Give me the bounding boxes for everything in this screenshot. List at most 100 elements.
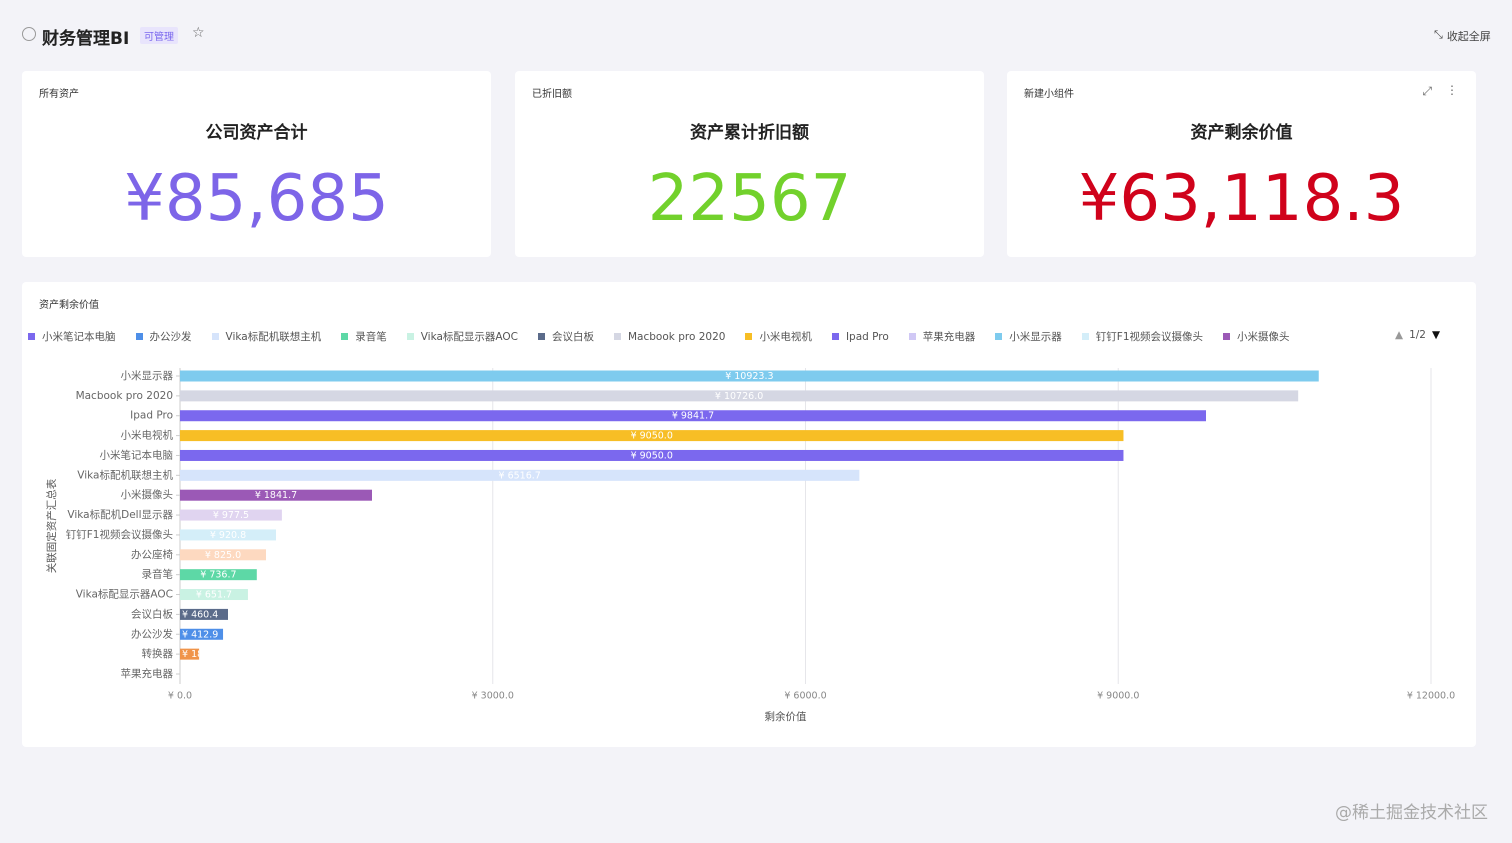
y-tick-label: 小米显示器 <box>121 369 174 382</box>
x-tick-label: ¥ 3000.0 <box>472 691 514 702</box>
star-icon[interactable]: ☆ <box>192 25 205 41</box>
legend-item[interactable]: Macbook pro 2020 <box>614 329 725 344</box>
card-title: 公司资产合计 <box>205 123 308 143</box>
y-tick-label: Ipad Pro <box>130 410 173 422</box>
legend-swatch <box>908 333 916 340</box>
data-label: ¥ 183.3 <box>182 649 218 660</box>
legend-label: 小米电视机 <box>759 331 812 343</box>
legend-label: Vika标配机联想主机 <box>225 331 322 343</box>
y-axis-label: 关联固定资产汇总表 <box>45 478 58 573</box>
legend-item[interactable]: 小米摄像头 <box>1223 329 1290 344</box>
data-label: ¥ 736.7 <box>200 570 236 581</box>
legend-item[interactable]: 小米笔记本电脑 <box>28 329 116 344</box>
more-icon[interactable]: ⋮ <box>1446 83 1458 97</box>
legend-swatch <box>538 333 545 340</box>
card-label: 已折旧额 <box>532 89 572 100</box>
y-tick-label: Vika标配机联想主机 <box>77 468 173 481</box>
page-title: 财务管理BI <box>42 29 130 49</box>
data-label: ¥ 920.8 <box>210 530 246 541</box>
data-label: ¥ 6516.7 <box>499 470 541 481</box>
y-tick-label: 苹果充电器 <box>121 667 174 680</box>
x-tick-label: ¥ 0.0 <box>168 691 192 702</box>
bar <box>180 430 1124 442</box>
card-value: ¥85,685 <box>124 162 389 236</box>
data-label: ¥ 9050.0 <box>631 431 673 442</box>
legend-item[interactable]: 录音笔 <box>341 329 387 344</box>
legend-item[interactable]: 小米电视机 <box>745 329 812 344</box>
legend-label: 小米笔记本电脑 <box>42 331 116 343</box>
bar <box>180 410 1206 422</box>
watermark: @稀土掘金技术社区 <box>1335 803 1488 823</box>
data-label: ¥ 412.9 <box>182 629 218 640</box>
page-indicator: 1/2 <box>1409 329 1426 341</box>
bar <box>180 628 224 640</box>
expand-icon[interactable]: ⤢ <box>1422 84 1432 98</box>
card-label: 所有资产 <box>39 89 79 100</box>
bar <box>180 569 257 581</box>
bar <box>180 489 372 501</box>
y-tick-label: 钉钉F1视频会议摄像头 <box>66 528 173 541</box>
data-label: ¥ 10923.3 <box>725 371 773 382</box>
y-tick-label: 录音笔 <box>142 568 174 581</box>
legend-swatch <box>28 333 35 340</box>
collapse-button[interactable]: ⤡ 收起全屏 <box>1434 28 1491 44</box>
legend-swatch <box>831 333 839 340</box>
kpi-card: 新建小组件 资产剩余价值 ¥63,118.3 ⤢ ⋮ <box>1007 71 1476 257</box>
legend-item[interactable]: Vika标配显示器AOC <box>406 329 518 344</box>
legend-label: 录音笔 <box>355 331 387 343</box>
y-tick-label: 小米电视机 <box>121 429 174 442</box>
legend-item[interactable]: 办公沙发 <box>135 329 192 344</box>
y-tick-label: 小米摄像头 <box>121 488 174 501</box>
bar <box>180 370 1319 382</box>
next-page[interactable]: ▼ <box>1431 329 1441 341</box>
bar <box>180 509 282 521</box>
prev-page[interactable]: ▲ <box>1395 329 1404 341</box>
y-tick-label: 转换器 <box>142 647 174 660</box>
y-tick-label: 小米笔记本电脑 <box>100 448 174 461</box>
legend-item[interactable]: 小米显示器 <box>995 329 1062 344</box>
legend-swatch <box>341 333 349 340</box>
y-tick-label: Vika标配机Dell显示器 <box>67 508 173 521</box>
legend-label: 小米摄像头 <box>1237 331 1290 343</box>
legend-label: 办公沙发 <box>149 331 192 343</box>
kpi-card: 所有资产 公司资产合计 ¥85,685 <box>22 71 491 257</box>
kpi-card: 已折旧额 资产累计折旧额 22567 <box>515 71 984 257</box>
tag[interactable]: 可管理 <box>140 27 178 44</box>
y-tick-label: 办公沙发 <box>131 627 173 640</box>
button-label: 收起全屏 <box>1446 30 1491 43</box>
bar <box>180 449 1124 461</box>
legend-item[interactable]: 苹果充电器 <box>908 329 975 344</box>
legend-item[interactable]: 会议白板 <box>538 329 594 344</box>
card-title: 资产累计折旧额 <box>690 123 809 143</box>
card-label: 新建小组件 <box>1024 89 1074 100</box>
bar <box>180 469 860 481</box>
data-label: ¥ 10726.0 <box>715 391 763 402</box>
y-tick-label: 办公座椅 <box>131 548 173 561</box>
legend-label: Vika标配显示器AOC <box>420 331 518 343</box>
x-tick-label: ¥ 9000.0 <box>1097 691 1139 702</box>
data-label: ¥ 9050.0 <box>631 450 673 461</box>
bar <box>180 390 1299 402</box>
legend-swatch <box>1081 333 1089 340</box>
legend-item[interactable]: Ipad Pro <box>831 329 889 344</box>
legend-item[interactable]: 钉钉F1视频会议摄像头 <box>1081 329 1203 344</box>
legend-label: Ipad Pro <box>845 330 889 343</box>
card-value: 22567 <box>647 162 852 236</box>
legend-label: 会议白板 <box>552 331 594 343</box>
x-axis-label: 剩余价值 <box>765 710 807 723</box>
bar <box>180 529 276 541</box>
x-tick-label: ¥ 6000.0 <box>784 691 826 702</box>
legend-item[interactable]: Vika标配机联想主机 <box>211 329 322 344</box>
bar <box>180 648 200 660</box>
data-label: ¥ 651.7 <box>196 590 232 601</box>
legend-swatch <box>406 333 414 340</box>
data-label: ¥ 825.0 <box>205 550 241 561</box>
title-icon <box>22 27 36 41</box>
legend-swatch <box>135 333 143 340</box>
card-value: ¥63,118.3 <box>1078 162 1405 236</box>
legend-swatch <box>211 333 219 340</box>
x-tick-label: ¥ 12000.0 <box>1407 691 1455 702</box>
chart-title: 资产剩余价值 <box>39 300 99 311</box>
legend-label: Macbook pro 2020 <box>628 330 726 343</box>
